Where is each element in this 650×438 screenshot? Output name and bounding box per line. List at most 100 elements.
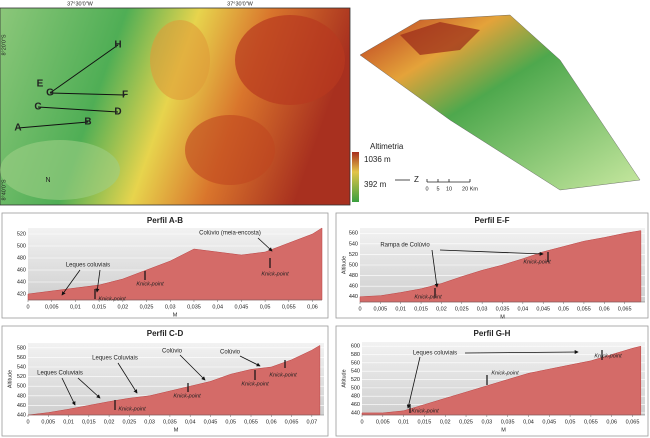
- annotation: Knick-point: [269, 372, 297, 378]
- annotation-arrow: [406, 356, 421, 409]
- y-tick-label: 440: [351, 410, 360, 416]
- lat-label: 8°40'0"S: [1, 179, 7, 200]
- point-label: A: [14, 123, 21, 134]
- y-tick-label: 520: [17, 374, 26, 380]
- y-tick-label: 460: [351, 402, 360, 408]
- y-tick-label: 480: [17, 393, 26, 399]
- relief: [235, 15, 345, 105]
- annotation: Knick-point: [241, 381, 269, 387]
- x-tick-label: 0,025: [455, 306, 469, 312]
- x-tick-label: 0,05: [565, 419, 576, 425]
- x-tick-label: 0,005: [376, 419, 390, 425]
- x-tick-label: 0,045: [204, 419, 218, 425]
- map-2d: [0, 7, 351, 206]
- x-tick-label: 0,005: [41, 419, 55, 425]
- x-tick-label: 0,015: [414, 306, 428, 312]
- point-label: E: [37, 79, 44, 90]
- x-tick-label: 0,03: [477, 306, 488, 312]
- scale-label: 20 Km: [462, 186, 478, 192]
- scale-label: 5: [436, 186, 439, 192]
- lon-label: 37°30'0"W: [67, 1, 93, 7]
- x-tick-label: 0,06: [599, 306, 610, 312]
- y-tick-label: 520: [351, 377, 360, 383]
- y-tick-label: 480: [351, 394, 360, 400]
- x-tick-label: 0,035: [163, 419, 177, 425]
- x-tick-label: 0,01: [398, 419, 409, 425]
- y-tick-label: 560: [349, 231, 358, 237]
- x-tick-label: 0: [26, 304, 29, 310]
- x-axis-label: M: [501, 427, 506, 433]
- x-tick-label: 0,03: [481, 419, 492, 425]
- chart-title: Perfil C-D: [147, 329, 184, 338]
- y-axis-label: Altitude: [7, 370, 13, 388]
- x-tick-label: 0,07: [306, 419, 317, 425]
- annotation-arrow: [464, 350, 579, 355]
- y-tick-label: 580: [351, 352, 360, 358]
- x-tick-label: 0,045: [235, 304, 249, 310]
- x-tick-label: 0,065: [285, 419, 299, 425]
- y-tick-label: 460: [17, 403, 26, 409]
- annotation: Knick-point: [261, 271, 289, 277]
- x-tick-label: 0,055: [282, 304, 296, 310]
- y-tick-label: 580: [17, 345, 26, 351]
- x-axis-label: M: [500, 314, 505, 320]
- x-tick-label: 0,03: [144, 419, 155, 425]
- annotation: Knick-point: [118, 406, 146, 412]
- annotation-arrow: [439, 249, 544, 256]
- annotation-arrow: [77, 377, 101, 399]
- point-label: H: [114, 40, 121, 51]
- x-tick-label: 0,02: [440, 419, 451, 425]
- chart-title: Perfil E-F: [474, 216, 509, 225]
- profile-area: [359, 230, 642, 303]
- x-tick-label: 0,005: [373, 306, 387, 312]
- y-tick-label: 560: [351, 360, 360, 366]
- y-tick-label: 540: [17, 364, 26, 370]
- point-label: G: [46, 88, 54, 99]
- y-axis-label: Altitude: [341, 256, 347, 274]
- x-tick-label: 0,055: [577, 306, 591, 312]
- x-tick-label: 0: [26, 419, 29, 425]
- chart-title: Perfil A-B: [147, 216, 183, 225]
- y-tick-label: 480: [349, 273, 358, 279]
- x-tick-label: 0,055: [244, 419, 258, 425]
- x-tick-label: 0,015: [418, 419, 432, 425]
- y-tick-label: 460: [17, 267, 26, 273]
- legend-bar: [352, 152, 359, 202]
- profile-lines: [17, 44, 126, 129]
- annotation-arrow: [239, 355, 261, 367]
- annotation: Knick-point: [594, 353, 622, 359]
- x-tick-label: 0,045: [536, 306, 550, 312]
- y-tick-label: 500: [17, 243, 26, 249]
- x-tick-label: 0,01: [63, 419, 74, 425]
- x-tick-label: 0,01: [70, 304, 81, 310]
- x-tick-label: 0,02: [117, 304, 128, 310]
- profile-area: [27, 344, 321, 416]
- x-tick-label: 0,065: [618, 306, 632, 312]
- x-tick-label: 0,02: [104, 419, 115, 425]
- x-tick-label: 0,06: [307, 304, 318, 310]
- lon-label: 37°30'0"W: [227, 1, 253, 7]
- point-label: C: [34, 102, 41, 113]
- legend-title: Altimetria: [370, 142, 404, 151]
- y-tick-label: 600: [351, 344, 360, 350]
- x-tick-label: 0,015: [92, 304, 106, 310]
- y-tick-label: 520: [349, 252, 358, 258]
- x-tick-label: 0: [360, 419, 363, 425]
- annotation-arrow: [117, 362, 138, 394]
- annotation: Colúvio: [162, 349, 183, 355]
- y-tick-label: 520: [17, 231, 26, 237]
- y-tick-label: 540: [349, 241, 358, 247]
- x-tick-label: 0,02: [436, 306, 447, 312]
- scale-bar: [395, 179, 471, 183]
- y-tick-label: 460: [349, 284, 358, 290]
- x-tick-label: 0,035: [187, 304, 201, 310]
- x-tick-label: 0,05: [558, 306, 569, 312]
- annotation: Leques Coluviais: [92, 356, 138, 362]
- north: N: [45, 177, 50, 184]
- x-tick-label: 0,055: [584, 419, 598, 425]
- x-tick-label: 0,01: [395, 306, 406, 312]
- x-tick-label: 0,04: [517, 306, 528, 312]
- x-tick-label: 0,065: [626, 419, 640, 425]
- x-tick-label: 0,045: [542, 419, 556, 425]
- scale-label: 0: [425, 186, 428, 192]
